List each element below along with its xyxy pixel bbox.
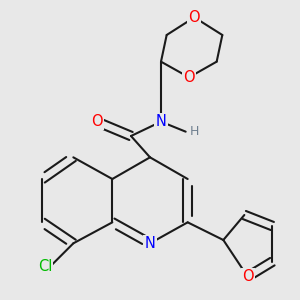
Text: O: O [91, 114, 103, 129]
Text: O: O [188, 10, 200, 25]
Text: O: O [183, 70, 195, 85]
Text: Cl: Cl [38, 259, 52, 274]
Text: N: N [145, 236, 155, 251]
Text: O: O [242, 269, 254, 284]
Text: H: H [189, 125, 199, 138]
Text: N: N [156, 114, 167, 129]
